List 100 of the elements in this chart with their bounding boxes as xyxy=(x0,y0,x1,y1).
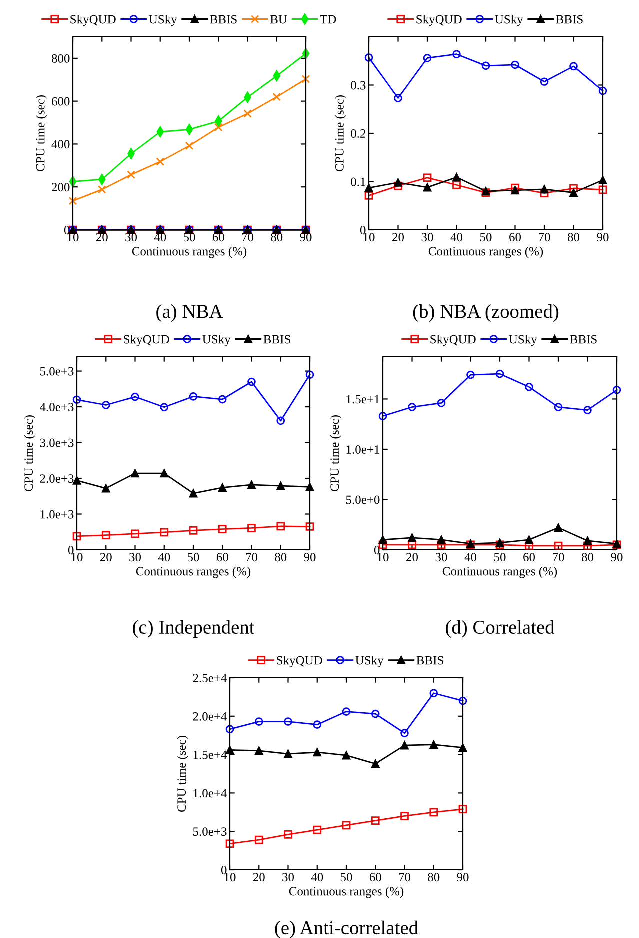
point xyxy=(540,185,549,194)
y-tick-label: 0 xyxy=(221,866,227,874)
point xyxy=(302,75,310,84)
x-tick-label: 50 xyxy=(494,553,506,562)
point xyxy=(452,173,461,182)
point xyxy=(102,531,110,540)
x-tick-label: 80 xyxy=(582,553,594,562)
point xyxy=(276,522,286,531)
point xyxy=(496,540,504,550)
point xyxy=(185,142,194,150)
point xyxy=(437,399,446,408)
point xyxy=(511,60,520,70)
point xyxy=(364,192,374,200)
x-tick-label: 60 xyxy=(510,233,522,242)
x-axis-title: Continuous ranges (%) xyxy=(136,566,251,578)
x-axis-title: Continuous ranges (%) xyxy=(289,886,404,898)
x-tick-label: 50 xyxy=(340,873,352,882)
y-tick-label: 0 xyxy=(68,546,74,554)
point xyxy=(570,188,578,198)
point xyxy=(131,469,140,478)
y-tick-label: 1.0e+1 xyxy=(346,446,380,454)
point xyxy=(218,395,227,404)
point xyxy=(482,62,490,70)
point xyxy=(226,725,234,734)
legend-label: BBIS xyxy=(570,335,597,344)
x-tick-label: 30 xyxy=(282,873,294,882)
point xyxy=(430,808,438,817)
x-tick-label: 60 xyxy=(370,873,382,882)
y-tick-label: 2.5e+4 xyxy=(193,674,228,683)
point xyxy=(248,378,256,386)
x-tick-label: 40 xyxy=(311,873,324,882)
x-tick-label: 40 xyxy=(464,553,477,562)
point xyxy=(394,94,402,102)
point xyxy=(437,540,446,550)
point xyxy=(371,816,380,826)
point xyxy=(408,403,416,412)
legend-label: BBIS xyxy=(416,656,444,665)
point xyxy=(598,186,608,194)
legend-label: USky xyxy=(149,14,178,26)
point xyxy=(458,696,468,706)
x-tick-label: 80 xyxy=(568,233,580,242)
point xyxy=(218,525,227,534)
text: (b) NBA (zoomed) xyxy=(413,304,559,322)
point xyxy=(160,528,169,537)
point xyxy=(584,406,592,414)
point xyxy=(452,50,461,59)
x-tick-label: 70 xyxy=(553,553,564,562)
point xyxy=(284,750,292,758)
x-tick-label: 60 xyxy=(216,553,228,562)
x-tick-label: 90 xyxy=(597,233,609,242)
x-tick-label: 30 xyxy=(130,553,142,562)
point xyxy=(496,370,504,378)
point xyxy=(430,689,438,698)
point xyxy=(131,392,140,402)
y-axis-title: CPU time (sec) xyxy=(330,416,342,492)
point xyxy=(458,805,468,814)
point xyxy=(554,542,563,550)
x-tick-label: 80 xyxy=(275,553,287,562)
x-tick-label: 10 xyxy=(72,553,83,562)
point xyxy=(371,710,380,718)
point xyxy=(102,401,110,410)
y-tick-label: 0 xyxy=(360,226,366,234)
point xyxy=(423,174,432,182)
x-tick-label: 70 xyxy=(539,233,550,242)
legend-label: BBIS xyxy=(556,15,583,24)
legend-label: SkyQUD xyxy=(124,334,170,346)
point xyxy=(408,534,416,542)
point xyxy=(156,158,165,166)
x-tick-label: 10 xyxy=(224,873,236,882)
legend-label: SkyQUD xyxy=(277,656,322,668)
y-tick-label: 0.2 xyxy=(351,130,366,138)
x-tick-label: 10 xyxy=(378,553,389,562)
point xyxy=(570,184,578,193)
point xyxy=(394,182,402,190)
point xyxy=(284,718,292,726)
point xyxy=(342,821,351,830)
y-tick-label: 0.1 xyxy=(351,178,366,186)
point xyxy=(342,751,351,760)
point xyxy=(437,536,446,544)
point xyxy=(248,480,256,490)
point xyxy=(276,416,286,426)
point xyxy=(430,740,438,749)
point xyxy=(554,524,563,532)
y-tick-label: 3.0e+3 xyxy=(40,438,74,448)
y-tick-label: 800 xyxy=(52,54,70,63)
point xyxy=(394,178,402,187)
point xyxy=(189,392,198,401)
legend-label: SkyQUD xyxy=(430,334,476,346)
point xyxy=(189,526,198,535)
point xyxy=(313,748,322,757)
point xyxy=(423,54,432,62)
point xyxy=(189,489,198,498)
legend-label: TD xyxy=(320,15,336,24)
x-tick-label: 30 xyxy=(422,233,434,242)
point xyxy=(511,184,520,192)
x-axis-title: Continuous ranges (%) xyxy=(428,246,544,258)
point xyxy=(276,482,286,490)
point xyxy=(226,746,234,754)
text: (d) Correlated xyxy=(446,620,555,638)
y-tick-label: 0.3 xyxy=(351,81,366,90)
